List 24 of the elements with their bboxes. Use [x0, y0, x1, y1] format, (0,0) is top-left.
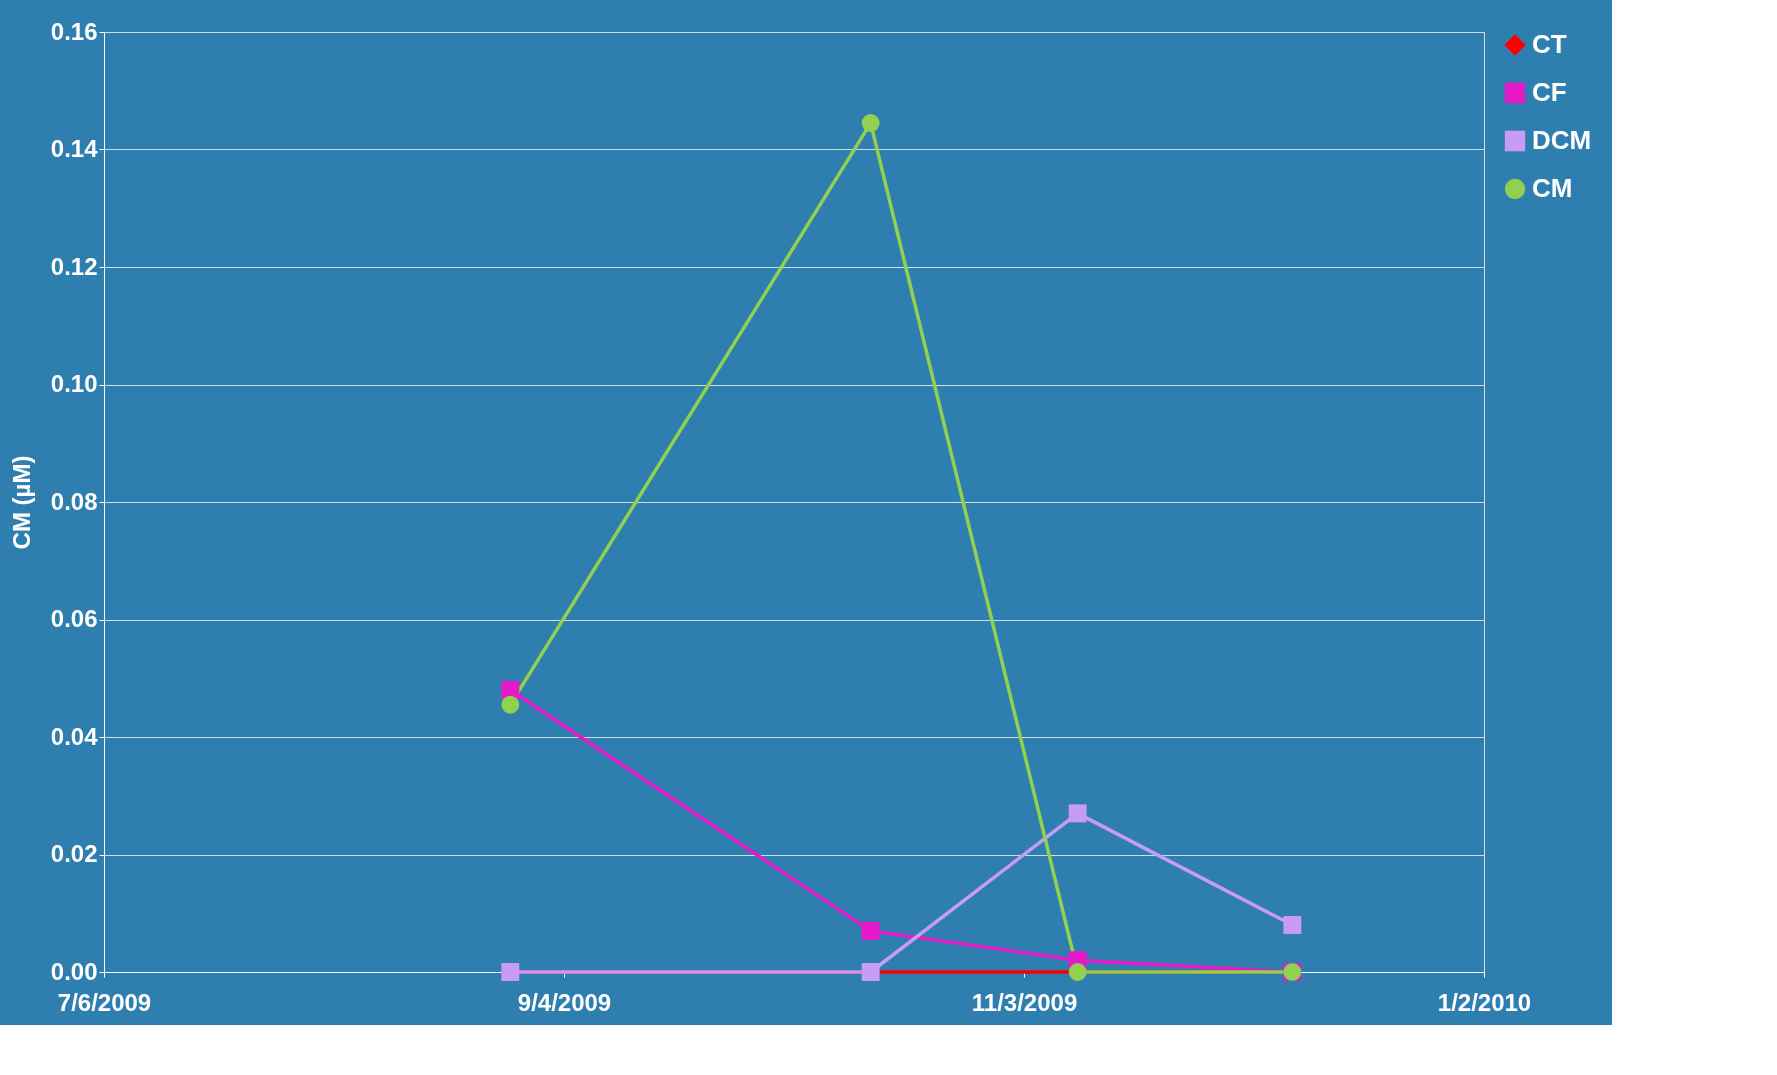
point — [501, 695, 520, 714]
y-tick-label: 0.04 — [50, 722, 99, 750]
x-tick-label: 9/4/2009 — [517, 988, 612, 1016]
legend-label: CF — [1532, 77, 1567, 107]
y-tick-label: 0.14 — [50, 135, 99, 162]
point — [1283, 916, 1302, 934]
y-tick-label: 0.00 — [50, 957, 98, 985]
point — [861, 921, 880, 940]
point — [1068, 804, 1087, 823]
legend-label: DCM — [1532, 125, 1592, 155]
y-tick-label: 0.08 — [50, 487, 98, 515]
y-tick-label: 0.10 — [50, 370, 98, 397]
point — [861, 114, 880, 132]
y-axis-title: CM (µM) — [7, 455, 35, 550]
y-tick-label: 0.06 — [50, 605, 98, 632]
x-tick-label: 11/3/2009 — [971, 988, 1078, 1016]
legend-label: CT — [1532, 29, 1567, 59]
y-tick-label: 0.12 — [50, 252, 98, 280]
x-tick-label: 7/6/2009 — [57, 988, 152, 1016]
y-tick-label: 0.02 — [50, 840, 98, 867]
x-tick-label: 1/2/2010 — [1437, 988, 1532, 1016]
point — [501, 681, 520, 699]
legend-label: CM — [1532, 173, 1573, 203]
y-tick-label: 0.16 — [50, 17, 98, 45]
